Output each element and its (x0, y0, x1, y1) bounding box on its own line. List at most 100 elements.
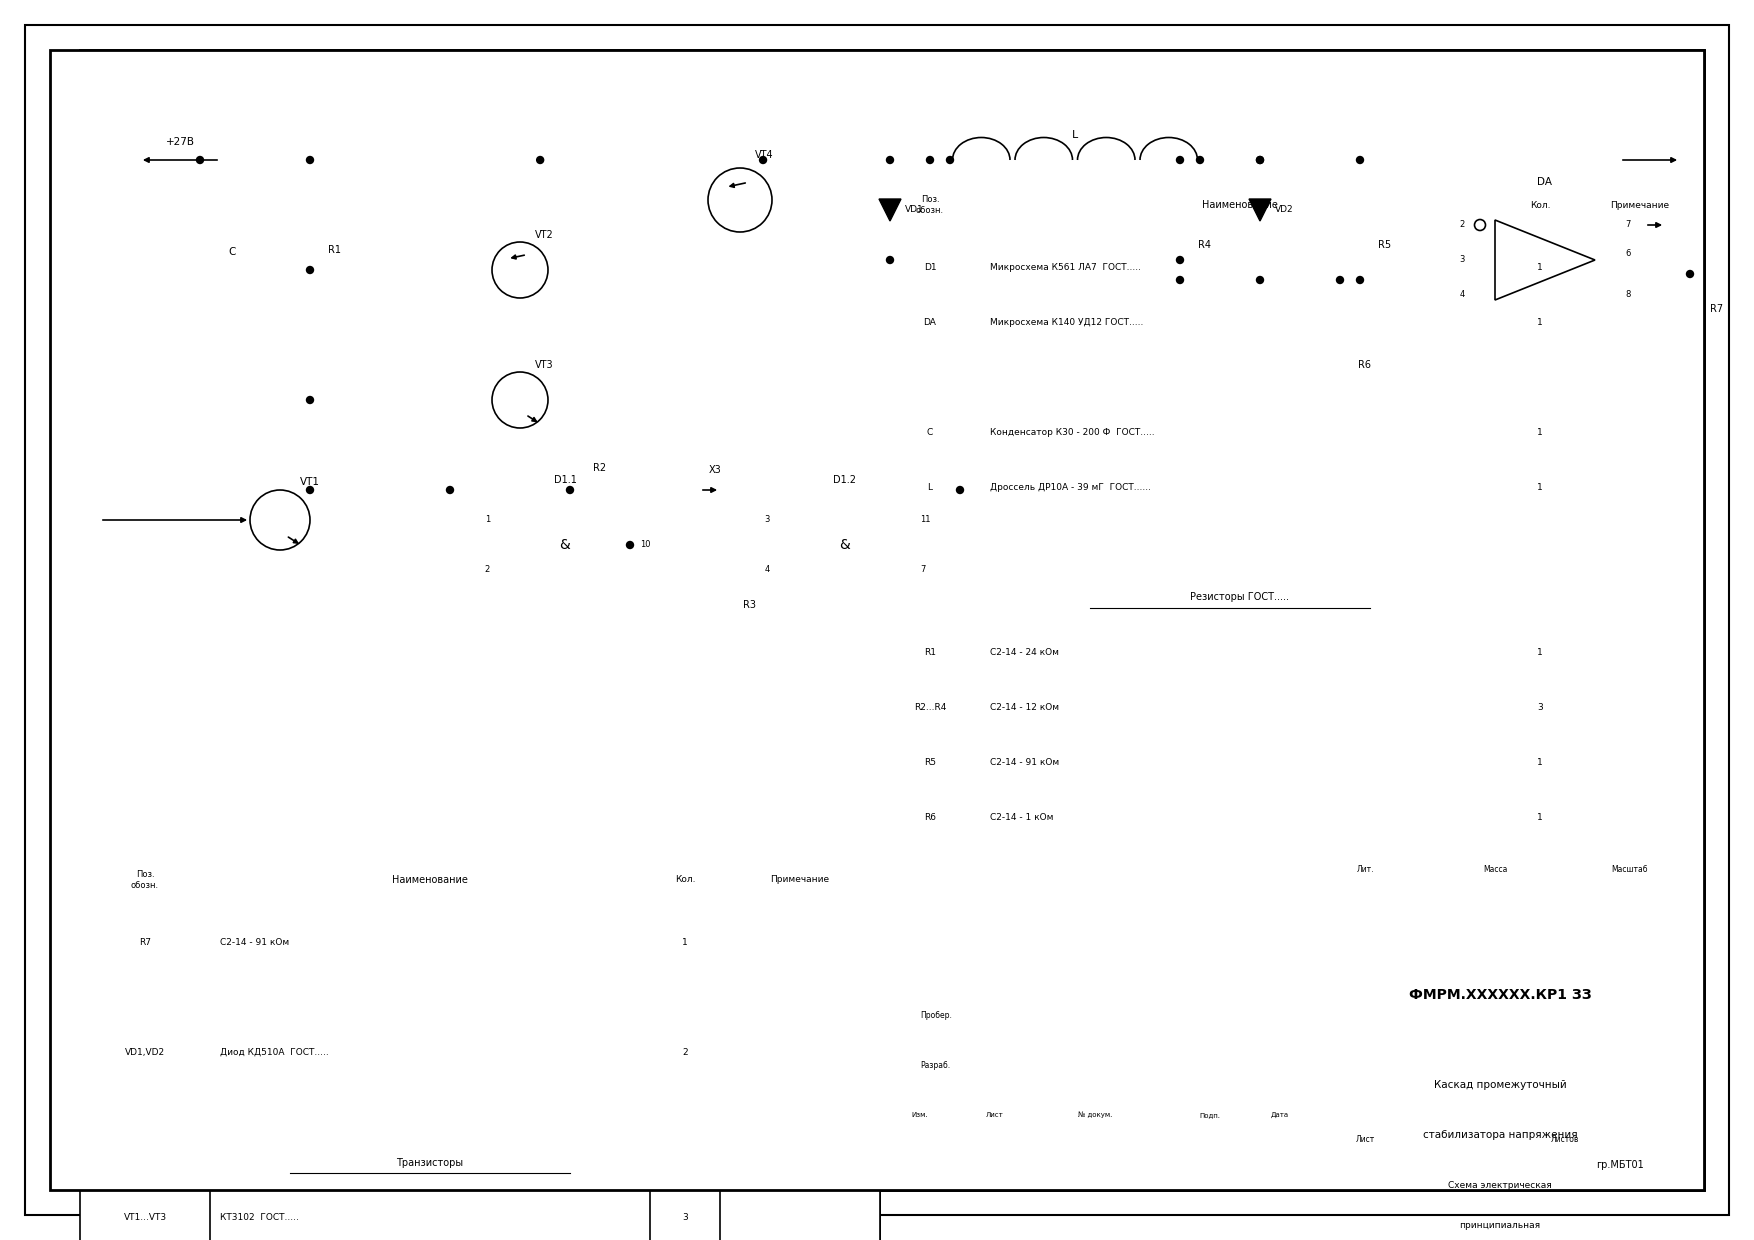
Text: DA: DA (1538, 177, 1552, 187)
Bar (881, 460, 1700, 515)
Circle shape (537, 156, 544, 164)
Text: VD1,VD2: VD1,VD2 (125, 1048, 165, 1056)
Text: Поз.
обозн.: Поз. обозн. (132, 870, 160, 890)
Text: R6: R6 (924, 813, 937, 822)
Text: R3: R3 (744, 600, 756, 610)
Bar (881, 625, 1700, 680)
Text: 7: 7 (1624, 221, 1631, 229)
Text: Масштаб: Масштаб (1612, 866, 1649, 874)
Text: С2-14 - 12 кОм: С2-14 - 12 кОм (989, 703, 1059, 712)
Text: С2-14 - 91 кОм: С2-14 - 91 кОм (989, 758, 1059, 768)
Circle shape (947, 156, 954, 164)
Text: 3: 3 (682, 1213, 688, 1221)
Bar (781, 500, 910, 590)
Circle shape (1196, 156, 1203, 164)
Text: VD2: VD2 (1275, 206, 1294, 215)
Text: Изм.: Изм. (912, 1112, 928, 1118)
Bar (81, 1190, 881, 1240)
Text: Листов: Листов (1551, 1136, 1579, 1145)
Text: R1: R1 (328, 246, 340, 255)
Bar (81, 1080, 881, 1135)
Text: L: L (928, 484, 933, 492)
Circle shape (759, 156, 766, 164)
Circle shape (447, 486, 454, 494)
Text: Дроссель ДР10А - 39 мГ  ГОСТ......: Дроссель ДР10А - 39 мГ ГОСТ...... (989, 484, 1151, 492)
Text: X3: X3 (709, 465, 721, 475)
Text: Кол.: Кол. (675, 875, 695, 884)
Text: R5: R5 (1379, 241, 1391, 250)
Circle shape (307, 397, 314, 403)
Text: Пробер.: Пробер. (921, 1011, 952, 1019)
Circle shape (196, 156, 203, 164)
Text: VT2: VT2 (535, 229, 554, 241)
Bar (81, 915, 881, 970)
Bar (881, 170, 1700, 844)
Text: R5: R5 (924, 758, 937, 768)
Text: Кол.: Кол. (1529, 201, 1551, 210)
Circle shape (1177, 156, 1184, 164)
Bar (570, 481, 630, 498)
Text: Конденсатор К30 - 200 Ф  ГОСТ.....: Конденсатор К30 - 200 Ф ГОСТ..... (989, 428, 1154, 436)
Text: 1: 1 (1537, 484, 1544, 492)
Bar (881, 295, 1700, 350)
Text: D1: D1 (924, 263, 937, 272)
Bar (81, 844, 881, 915)
Bar (1172, 210, 1189, 280)
Text: R1: R1 (924, 649, 937, 657)
Text: 3: 3 (1537, 703, 1544, 712)
Text: DA: DA (924, 317, 937, 327)
Text: Примечание: Примечание (1610, 201, 1670, 210)
Text: Подп.: Подп. (1200, 1112, 1221, 1118)
Text: R7: R7 (1710, 304, 1722, 314)
Circle shape (307, 267, 314, 274)
Text: &: & (560, 538, 570, 552)
Text: D1.1: D1.1 (554, 475, 577, 485)
Circle shape (1256, 277, 1263, 284)
Text: 4: 4 (765, 565, 770, 574)
Text: Поз.
обозн.: Поз. обозн. (916, 195, 944, 215)
Text: Дата: Дата (1272, 1112, 1289, 1118)
Circle shape (1256, 156, 1263, 164)
Text: 4: 4 (1459, 290, 1465, 300)
Text: R2: R2 (593, 463, 607, 472)
Bar (881, 570, 1700, 625)
Circle shape (956, 486, 963, 494)
Text: 1: 1 (1537, 758, 1544, 768)
Text: Наименование: Наименование (393, 875, 468, 885)
Text: 2: 2 (1459, 221, 1465, 229)
Text: C: C (228, 247, 235, 257)
Text: С2-14 - 24 кОм: С2-14 - 24 кОм (989, 649, 1059, 657)
Bar (1331, 330, 1349, 401)
Circle shape (1177, 257, 1184, 264)
Bar (81, 970, 881, 1025)
Bar (500, 500, 630, 590)
Text: 3: 3 (1459, 255, 1465, 264)
Bar (881, 405, 1700, 460)
Text: Наименование: Наименование (1201, 200, 1279, 210)
Circle shape (307, 156, 314, 164)
Text: 1: 1 (682, 937, 688, 947)
Text: КТ3102  ГОСТ.....: КТ3102 ГОСТ..... (219, 1213, 298, 1221)
Text: Микросхема К140 УД12 ГОСТ.....: Микросхема К140 УД12 ГОСТ..... (989, 317, 1144, 327)
Text: VT1...VT3: VT1...VT3 (123, 1213, 167, 1221)
Text: гр.МБТ01: гр.МБТ01 (1596, 1159, 1643, 1171)
Text: &: & (840, 538, 851, 552)
Circle shape (1356, 156, 1363, 164)
Text: 6: 6 (1624, 249, 1631, 258)
Text: 1: 1 (1537, 428, 1544, 436)
Text: принципиальная: принципиальная (1459, 1220, 1540, 1230)
Bar (716, 621, 786, 639)
Text: 1: 1 (484, 516, 489, 525)
Bar (881, 350, 1700, 405)
Text: 1: 1 (1537, 263, 1544, 272)
Circle shape (926, 156, 933, 164)
Text: D1.2: D1.2 (833, 475, 856, 485)
Text: +27В: +27В (165, 136, 195, 148)
Polygon shape (1249, 198, 1272, 221)
Text: Транзисторы: Транзисторы (396, 1157, 463, 1168)
Text: 10: 10 (640, 541, 651, 549)
Bar (1351, 210, 1370, 280)
Bar (430, 470, 1010, 660)
Text: 2: 2 (484, 565, 489, 574)
Text: 8: 8 (1624, 290, 1631, 300)
